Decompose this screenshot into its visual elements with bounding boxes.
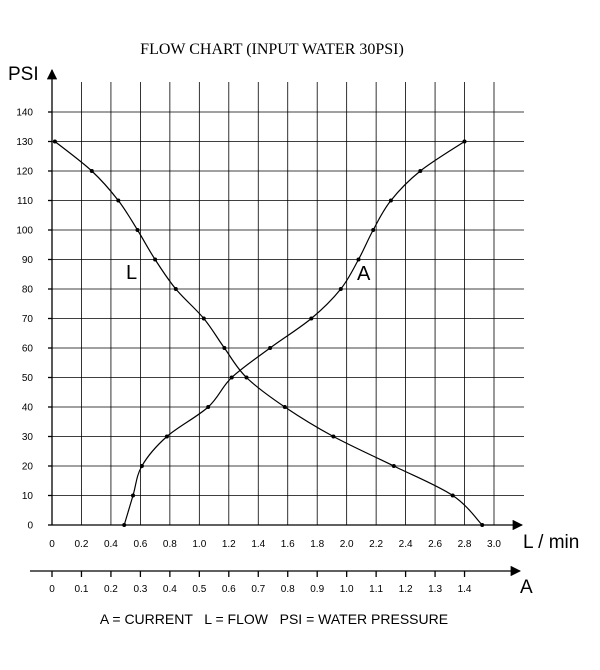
series-point-l — [153, 257, 158, 262]
y-tick-label: 140 — [16, 108, 33, 119]
series-point-a — [418, 169, 423, 173]
y-axis-label: PSI — [8, 64, 39, 85]
y-tick-label: 60 — [22, 344, 34, 355]
chart-title: FLOW CHART (INPUT WATER 30PSI) — [140, 41, 404, 58]
series-point-l — [222, 346, 227, 350]
x-tick-label: 1.6 — [281, 539, 295, 550]
series-label-l: L — [126, 262, 137, 284]
series-point-l — [450, 493, 455, 498]
current-tick-label: 0.7 — [251, 584, 265, 595]
y-tick-label: 110 — [17, 196, 33, 207]
current-tick-label: 1.1 — [369, 584, 383, 595]
series-line-a — [123, 141, 465, 526]
series-point-a — [462, 139, 467, 144]
current-tick-label: 0.6 — [222, 584, 236, 595]
current-tick-label: 0.3 — [133, 584, 147, 595]
current-axis-label: A — [520, 577, 533, 598]
series-point-l — [244, 375, 249, 380]
y-tick-label: 100 — [16, 226, 33, 237]
series-point-a — [268, 346, 273, 350]
current-tick-label: 0.4 — [163, 584, 177, 595]
current-tick-label: 0 — [49, 584, 55, 595]
series-point-a — [338, 287, 343, 291]
y-axis-ticks: 0 10 20 30 40 50 60 70 80 90 100 110 120 130 140 — [16, 108, 52, 532]
current-axis-ticks: 0 0.1 0.2 0.3 0.4 0.5 0.6 0.7 0.8 0.9 1.0 1.1 1.2 1.3… — [49, 571, 472, 595]
series-point-a — [122, 523, 127, 527]
x-axis-ticks: 0 0.2 0.4 0.6 0.8 1.0 1.2 1.4 1.6 1.8 2.0 2.2 2.4 2.6… — [49, 539, 501, 550]
series-point-a — [309, 316, 314, 321]
current-tick-label: 1.4 — [458, 584, 472, 595]
current-tick-label: 0.8 — [281, 584, 295, 595]
series-point-l — [201, 316, 206, 321]
x-tick-label: 3.0 — [487, 539, 501, 550]
y-tick-label: 10 — [22, 491, 34, 502]
grid — [52, 82, 524, 525]
y-tick-label: 30 — [22, 432, 34, 443]
series-point-l — [52, 139, 57, 144]
x-tick-label: 0.2 — [75, 539, 89, 550]
y-tick-label: 120 — [16, 167, 33, 178]
series-point-a — [388, 198, 393, 203]
current-tick-label: 0.5 — [192, 584, 206, 595]
series-point-l — [116, 198, 121, 203]
x-axis-label: L / min — [523, 532, 579, 553]
x-tick-label: 2.8 — [458, 539, 472, 550]
x-tick-label: 2.4 — [399, 539, 413, 550]
series-label-a: A — [357, 263, 371, 285]
y-tick-label: 0 — [27, 521, 33, 532]
x-tick-label: 2.2 — [369, 539, 383, 550]
series-point-l — [89, 169, 94, 173]
y-tick-label: 40 — [22, 403, 34, 414]
axes — [46, 68, 524, 531]
x-tick-label: 1.8 — [310, 539, 324, 550]
y-tick-label: 80 — [22, 285, 34, 296]
y-tick-label: 20 — [22, 462, 34, 473]
legend-footnote: A = CURRENT L = FLOW PSI = WATER PRESSUR… — [100, 611, 448, 627]
series-point-a — [206, 405, 211, 409]
x-tick-label: 2.0 — [340, 539, 354, 550]
series-point-l — [173, 287, 178, 291]
current-tick-label: 1.2 — [399, 584, 413, 595]
current-tick-label: 0.9 — [310, 584, 324, 595]
series-point-a — [164, 434, 169, 439]
series-point-l — [331, 434, 336, 439]
series — [52, 139, 485, 527]
series-point-a — [371, 228, 376, 232]
x-tick-label: 1.2 — [222, 539, 236, 550]
x-tick-label: 0 — [49, 539, 55, 550]
series-point-a — [356, 257, 361, 262]
current-tick-label: 1.0 — [340, 584, 354, 595]
series-point-l — [391, 464, 396, 468]
x-tick-label: 0.8 — [163, 539, 177, 550]
current-tick-label: 0.1 — [75, 584, 89, 595]
y-tick-label: 130 — [16, 137, 33, 148]
y-tick-label: 50 — [22, 373, 34, 384]
series-point-l — [282, 405, 287, 409]
x-tick-label: 1.0 — [192, 539, 206, 550]
y-tick-label: 70 — [22, 314, 34, 325]
series-point-l — [480, 523, 485, 527]
series-point-l — [135, 228, 140, 232]
series-point-a — [139, 464, 144, 468]
x-tick-label: 1.4 — [251, 539, 265, 550]
x-tick-label: 0.4 — [104, 539, 118, 550]
current-tick-label: 1.3 — [428, 584, 442, 595]
x-tick-label: 2.6 — [428, 539, 442, 550]
current-tick-label: 0.2 — [104, 584, 118, 595]
x-tick-label: 0.6 — [133, 539, 147, 550]
series-point-a — [131, 493, 135, 498]
y-tick-label: 90 — [22, 255, 34, 266]
series-point-a — [229, 375, 234, 380]
